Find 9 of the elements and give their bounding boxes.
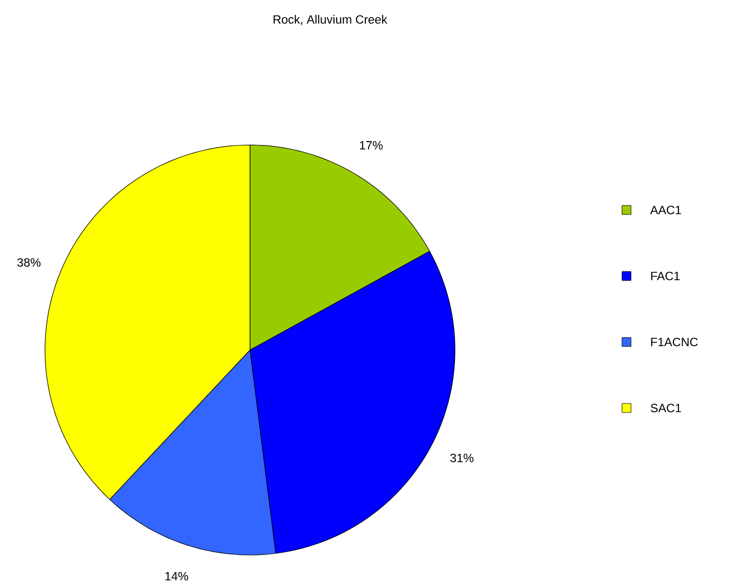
legend-label: AAC1 (650, 206, 681, 214)
legend-label: F1ACNC (651, 338, 698, 346)
data-label: 38% (17, 258, 40, 267)
legend-label: FAC1 (651, 272, 680, 280)
data-label: 17% (360, 141, 383, 150)
data-label: 31% (450, 454, 474, 462)
data-label: 14% (165, 572, 188, 580)
chart-title: Rock, Alluvium Creek (274, 14, 388, 26)
legend-label: SAC1 (650, 404, 681, 412)
